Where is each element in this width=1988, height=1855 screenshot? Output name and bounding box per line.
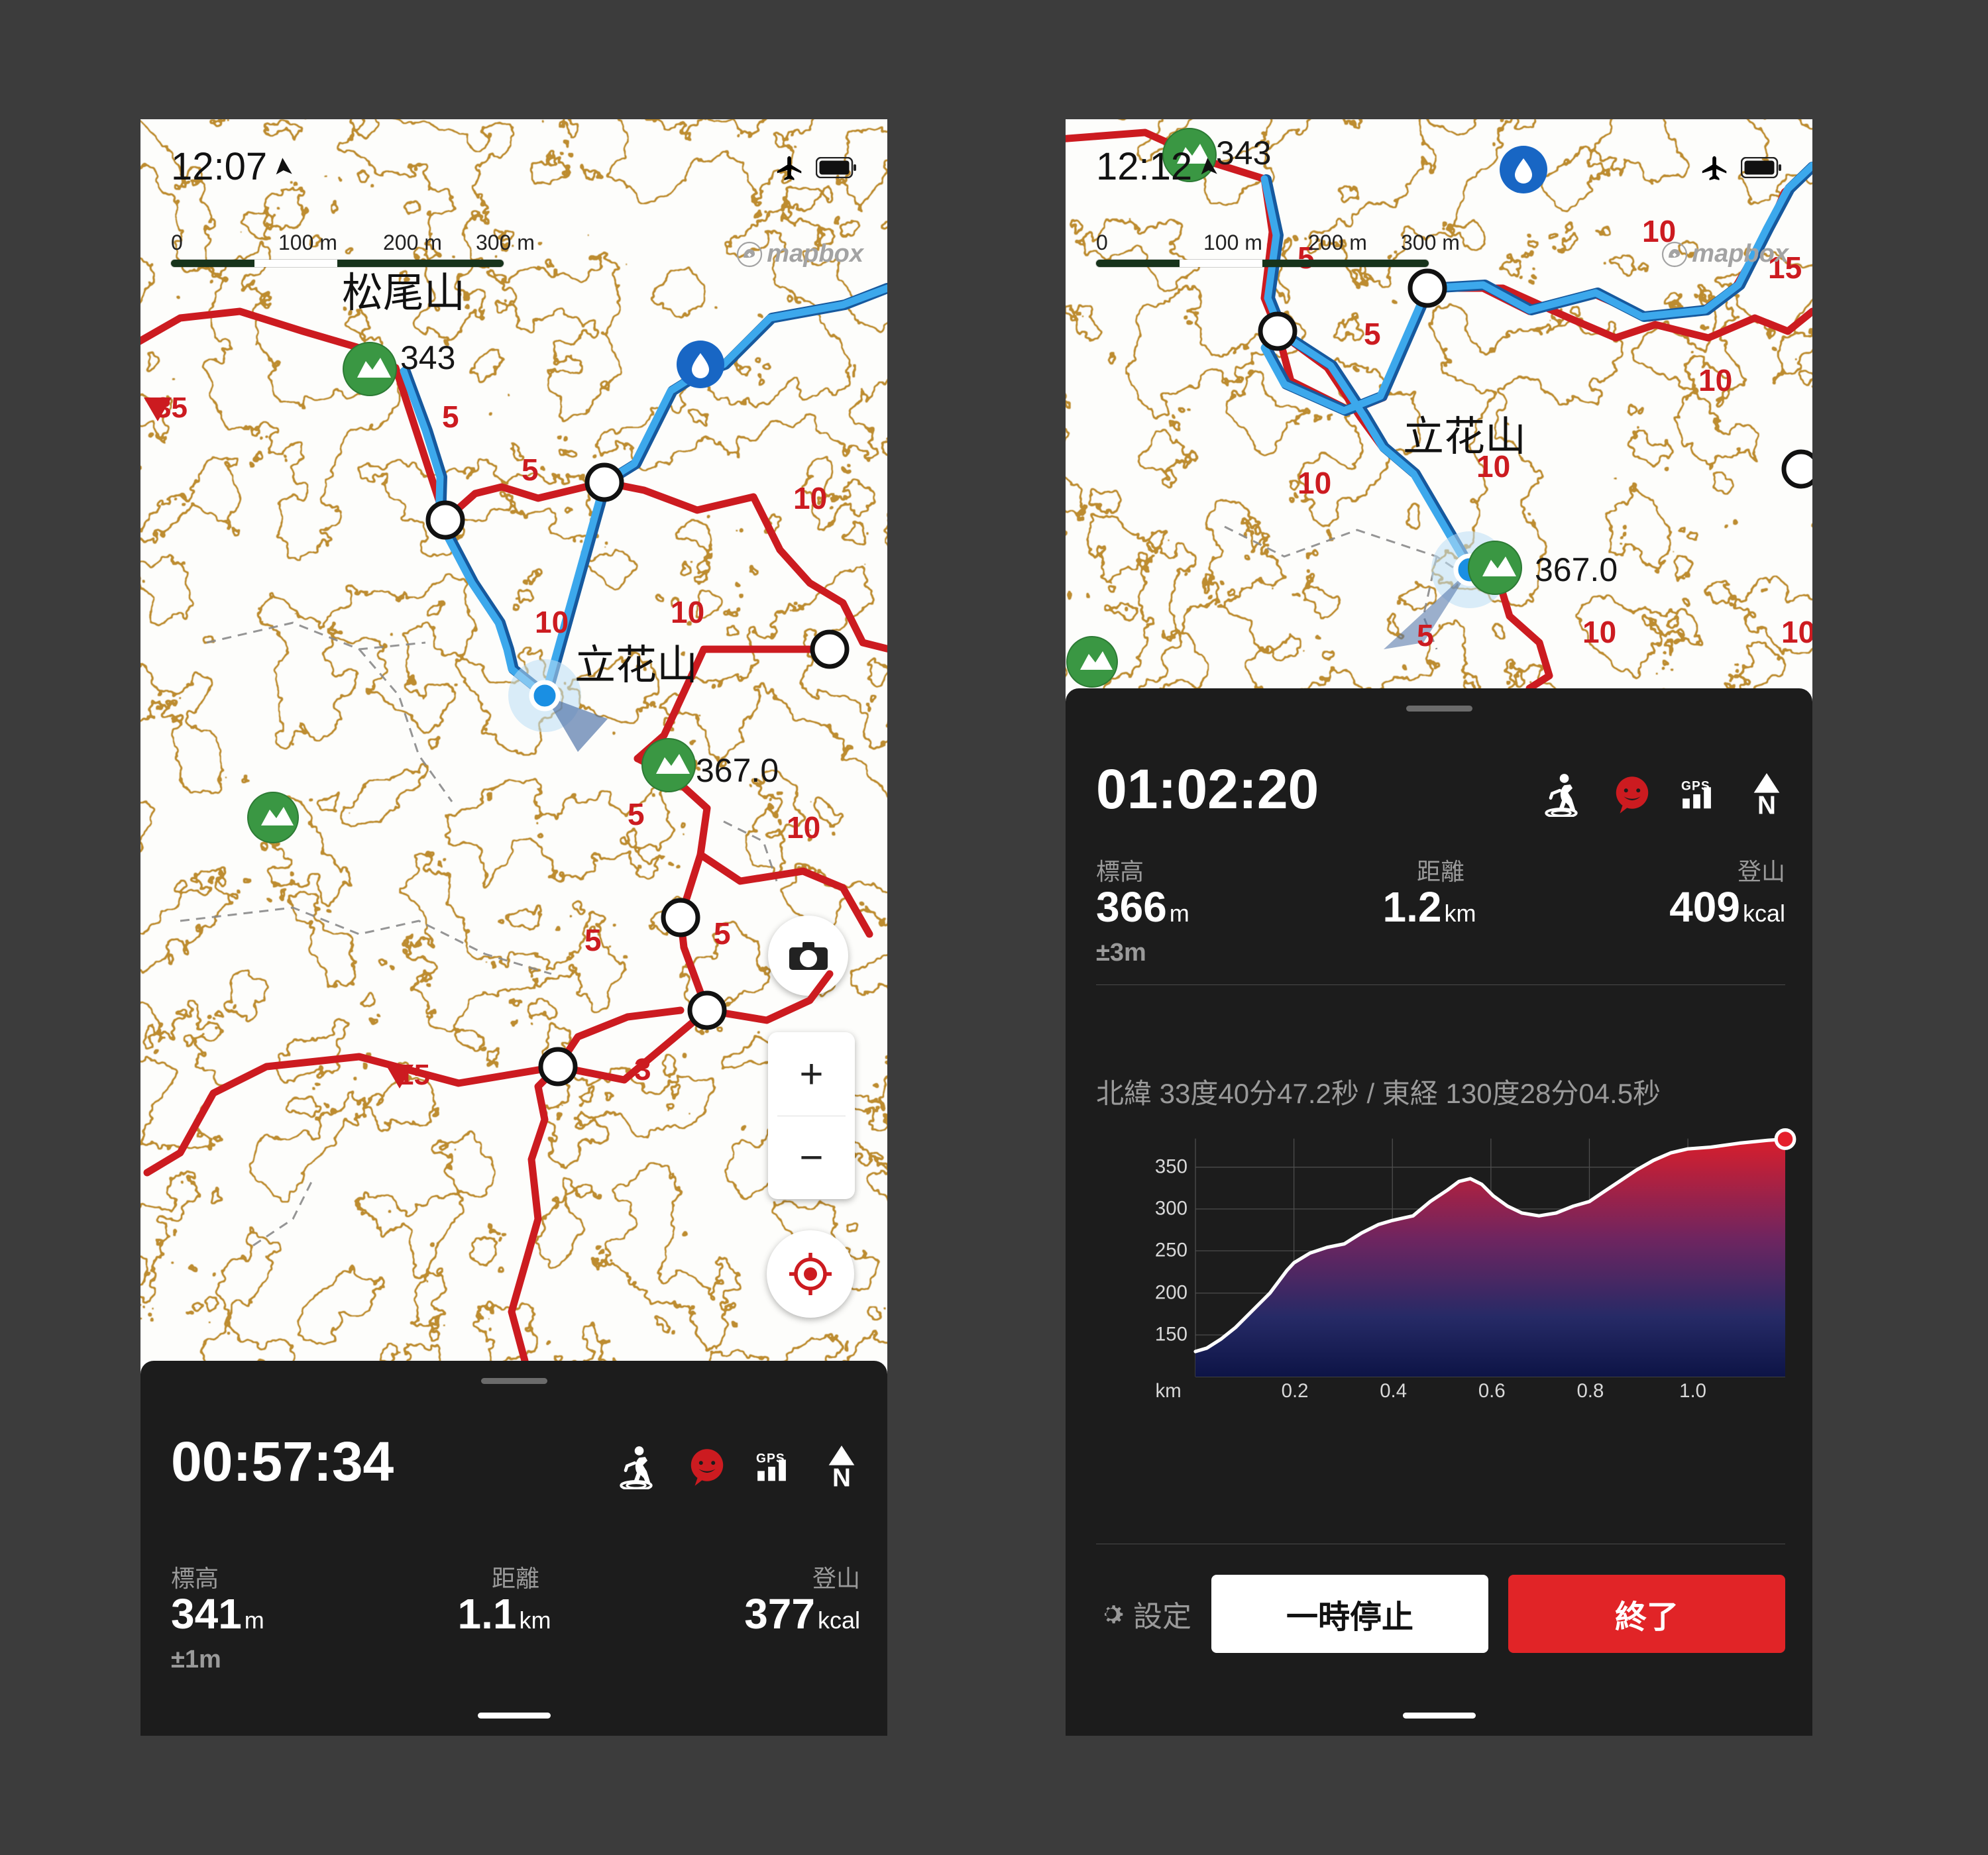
svg-text:1.0: 1.0 [1679,1380,1706,1402]
svg-text:5: 5 [1417,618,1434,653]
svg-text:150: 150 [1155,1324,1187,1346]
svg-text:10: 10 [793,481,827,515]
svg-text:5: 5 [522,452,539,487]
svg-text:立花山: 立花山 [575,643,698,688]
svg-text:35: 35 [155,392,188,424]
svg-text:10: 10 [1781,615,1812,649]
svg-text:5: 5 [714,916,731,951]
svg-text:N: N [832,1463,851,1489]
svg-text:10: 10 [535,605,569,639]
svg-text:367.0: 367.0 [696,752,779,789]
svg-text:3: 3 [634,1052,651,1086]
svg-text:0.6: 0.6 [1478,1380,1506,1402]
svg-text:km: km [1156,1380,1182,1402]
svg-text:200: 200 [1155,1282,1187,1304]
svg-text:松尾山: 松尾山 [342,270,465,316]
svg-text:10: 10 [671,595,704,629]
svg-text:5: 5 [628,797,645,831]
svg-text:367.0: 367.0 [1535,551,1618,588]
svg-text:343: 343 [1216,134,1271,172]
svg-text:5: 5 [442,399,459,434]
svg-text:10: 10 [787,810,820,845]
svg-text:300: 300 [1155,1198,1187,1220]
svg-text:343: 343 [400,339,455,376]
svg-text:5: 5 [584,923,602,957]
svg-text:0.8: 0.8 [1576,1380,1604,1402]
svg-text:10: 10 [1476,449,1510,484]
svg-text:N: N [1757,791,1776,817]
svg-text:10: 10 [1582,615,1616,649]
svg-text:5: 5 [1364,317,1381,351]
svg-text:0.4: 0.4 [1380,1380,1407,1402]
svg-text:350: 350 [1155,1155,1187,1177]
svg-text:250: 250 [1155,1240,1187,1261]
svg-text:10: 10 [1698,363,1732,398]
svg-text:15: 15 [398,1059,430,1091]
svg-text:0.2: 0.2 [1282,1380,1309,1402]
svg-text:10: 10 [1298,466,1331,500]
